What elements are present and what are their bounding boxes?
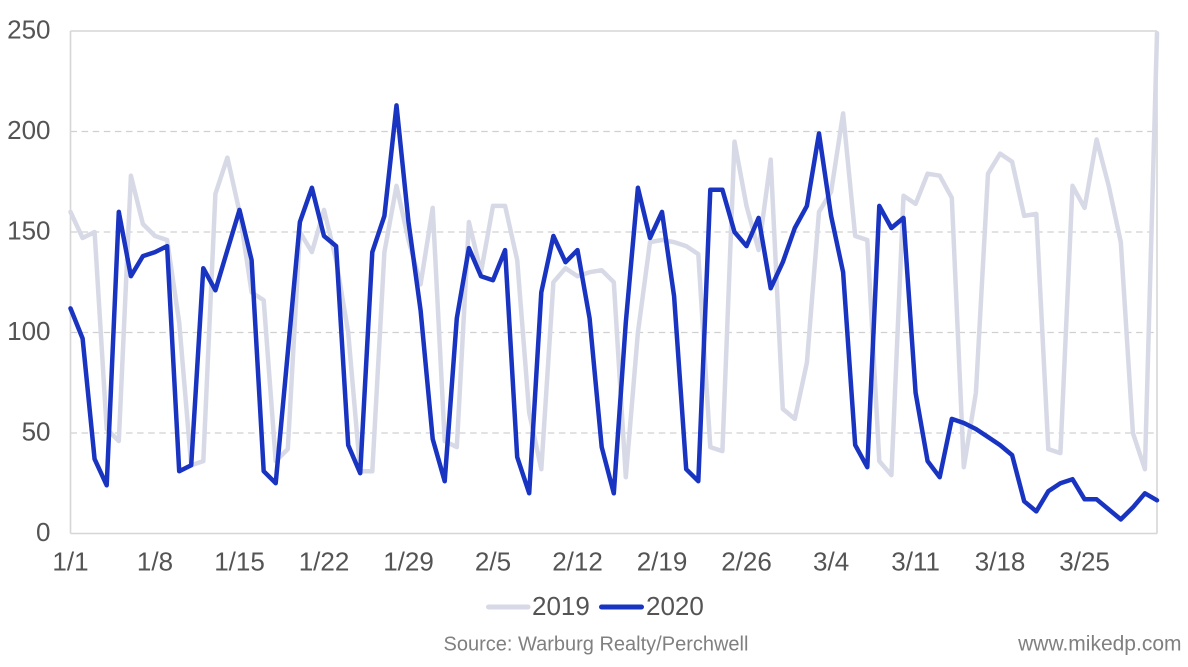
svg-text:2/5: 2/5 bbox=[475, 547, 511, 577]
svg-text:2019: 2019 bbox=[532, 591, 590, 621]
svg-text:2/26: 2/26 bbox=[721, 547, 772, 577]
svg-text:100: 100 bbox=[7, 316, 50, 346]
svg-text:250: 250 bbox=[7, 15, 50, 45]
svg-text:1/1: 1/1 bbox=[52, 547, 88, 577]
svg-text:3/25: 3/25 bbox=[1059, 547, 1110, 577]
svg-text:3/11: 3/11 bbox=[891, 547, 940, 577]
svg-text:50: 50 bbox=[22, 417, 51, 447]
svg-text:3/18: 3/18 bbox=[975, 547, 1026, 577]
svg-text:1/22: 1/22 bbox=[299, 547, 350, 577]
svg-text:2/19: 2/19 bbox=[637, 547, 688, 577]
svg-text:2/12: 2/12 bbox=[552, 547, 603, 577]
svg-text:1/15: 1/15 bbox=[214, 547, 265, 577]
svg-text:1/29: 1/29 bbox=[383, 547, 434, 577]
svg-text:Source: Warburg Realty/Perchwe: Source: Warburg Realty/Perchwell bbox=[444, 634, 749, 656]
svg-text:2020: 2020 bbox=[646, 591, 704, 621]
svg-text:www.mikedp.com: www.mikedp.com bbox=[1017, 633, 1181, 656]
svg-text:150: 150 bbox=[7, 216, 50, 246]
svg-text:0: 0 bbox=[36, 517, 50, 547]
svg-text:3/4: 3/4 bbox=[813, 547, 849, 577]
svg-text:200: 200 bbox=[7, 115, 50, 145]
svg-text:1/8: 1/8 bbox=[137, 547, 173, 577]
